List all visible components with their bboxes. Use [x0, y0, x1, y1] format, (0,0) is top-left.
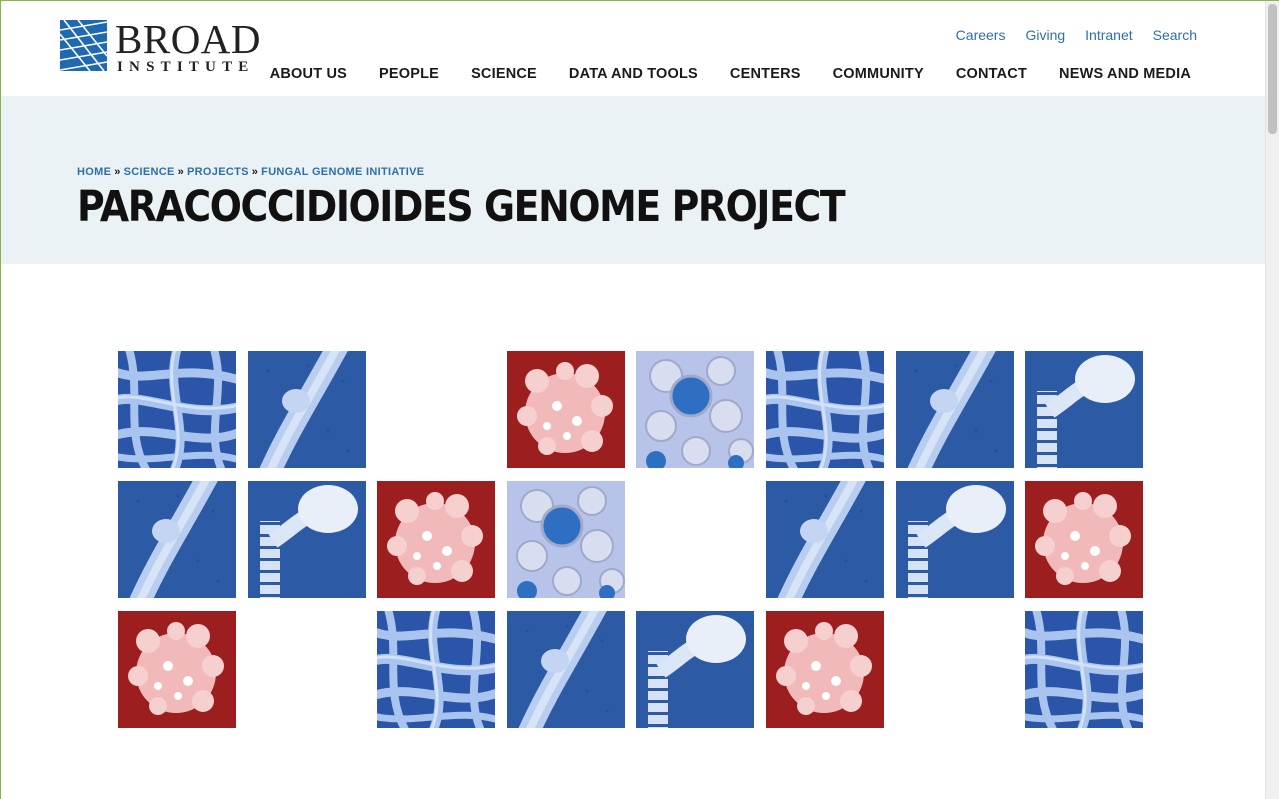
nav-data-and-tools[interactable]: DATA AND TOOLS — [568, 66, 698, 82]
gallery-image-hyphae[interactable] — [1025, 611, 1143, 728]
gallery-image-hypha-branch[interactable] — [766, 481, 884, 598]
util-link-intranet[interactable]: Intranet — [1085, 27, 1133, 43]
hyphae-image-icon — [766, 351, 884, 468]
nav-news-and-media[interactable]: NEWS AND MEDIA — [1059, 66, 1191, 82]
gallery-image-hypha-branch[interactable] — [507, 611, 625, 728]
hypha-branch-image-icon — [896, 351, 1014, 468]
yeast-red-image-icon — [507, 351, 625, 468]
page-scrollbar[interactable] — [1265, 1, 1279, 799]
gallery-image-hyphae[interactable] — [766, 351, 884, 468]
yeast-red-image-icon — [766, 611, 884, 728]
conidiophore-image-icon — [248, 481, 366, 598]
util-link-careers[interactable]: Careers — [955, 27, 1006, 43]
cells-light-image-icon — [507, 481, 625, 598]
util-link-search[interactable]: Search — [1152, 27, 1197, 43]
hypha-branch-image-icon — [766, 481, 884, 598]
yeast-red-image-icon — [118, 611, 236, 728]
yeast-red-image-icon — [1025, 481, 1143, 598]
breadcrumb: HOME» SCIENCE» PROJECTS» FUNGAL GENOME INIT… — [77, 166, 424, 178]
nav-people[interactable]: PEOPLE — [379, 66, 440, 82]
gallery-image-cells-light[interactable] — [507, 481, 625, 598]
logo-subtitle: INSTITUTE — [117, 59, 255, 75]
broad-logo-mark-icon — [60, 20, 107, 71]
scrollbar-thumb[interactable] — [1268, 4, 1277, 134]
image-gallery — [118, 351, 1143, 731]
main-nav: ABOUT US PEOPLE SCIENCE DATA AND TOOLS C… — [270, 66, 1191, 82]
hyphae-image-icon — [1025, 611, 1143, 728]
conidiophore-image-icon — [1025, 351, 1143, 468]
nav-centers[interactable]: CENTERS — [729, 66, 801, 82]
nav-about-us[interactable]: ABOUT US — [269, 66, 348, 82]
nav-community[interactable]: COMMUNITY — [832, 66, 924, 82]
breadcrumb-separator: » — [251, 166, 259, 178]
gallery-image-hypha-branch[interactable] — [248, 351, 366, 468]
gallery-image-hyphae[interactable] — [377, 611, 495, 728]
gallery-image-conidiophore[interactable] — [1025, 351, 1143, 468]
gallery-image-conidiophore[interactable] — [248, 481, 366, 598]
page-hero: HOME» SCIENCE» PROJECTS» FUNGAL GENOME INIT… — [1, 96, 1265, 264]
conidiophore-image-icon — [896, 481, 1014, 598]
utility-nav: Careers Giving Intranet Search — [956, 27, 1197, 43]
nav-science[interactable]: SCIENCE — [471, 66, 537, 82]
hyphae-image-icon — [118, 351, 236, 468]
gallery-image-yeast-red[interactable] — [377, 481, 495, 598]
yeast-red-image-icon — [377, 481, 495, 598]
gallery-image-conidiophore[interactable] — [896, 481, 1014, 598]
hyphae-image-icon — [377, 611, 495, 728]
conidiophore-image-icon — [636, 611, 754, 728]
gallery-image-yeast-red[interactable] — [507, 351, 625, 468]
logo-title: BROAD — [115, 16, 262, 62]
breadcrumb-separator: » — [177, 166, 185, 178]
gallery-image-conidiophore[interactable] — [636, 611, 754, 728]
breadcrumb-science[interactable]: SCIENCE — [123, 166, 175, 178]
gallery-image-hypha-branch[interactable] — [118, 481, 236, 598]
page-title: PARACOCCIDIOIDES GENOME PROJECT — [77, 182, 846, 232]
breadcrumb-home[interactable]: HOME — [77, 166, 112, 178]
util-link-giving[interactable]: Giving — [1025, 27, 1066, 43]
gallery-image-yeast-red[interactable] — [1025, 481, 1143, 598]
hypha-branch-image-icon — [248, 351, 366, 468]
breadcrumb-fungal-genome-initiative[interactable]: FUNGAL GENOME INITIATIVE — [261, 166, 425, 178]
nav-contact[interactable]: CONTACT — [955, 66, 1028, 82]
breadcrumb-projects[interactable]: PROJECTS — [187, 166, 249, 178]
gallery-image-yeast-red[interactable] — [118, 611, 236, 728]
gallery-image-yeast-red[interactable] — [766, 611, 884, 728]
breadcrumb-separator: » — [114, 166, 121, 178]
hypha-branch-image-icon — [507, 611, 625, 728]
gallery-image-hyphae[interactable] — [118, 351, 236, 468]
site-header: BROAD INSTITUTE Careers Giving Intranet … — [1, 1, 1265, 96]
broad-logo[interactable]: BROAD INSTITUTE — [60, 16, 270, 76]
gallery-image-cells-light[interactable] — [636, 351, 754, 468]
gallery-image-hypha-branch[interactable] — [896, 351, 1014, 468]
cells-light-image-icon — [636, 351, 754, 468]
hypha-branch-image-icon — [118, 481, 236, 598]
